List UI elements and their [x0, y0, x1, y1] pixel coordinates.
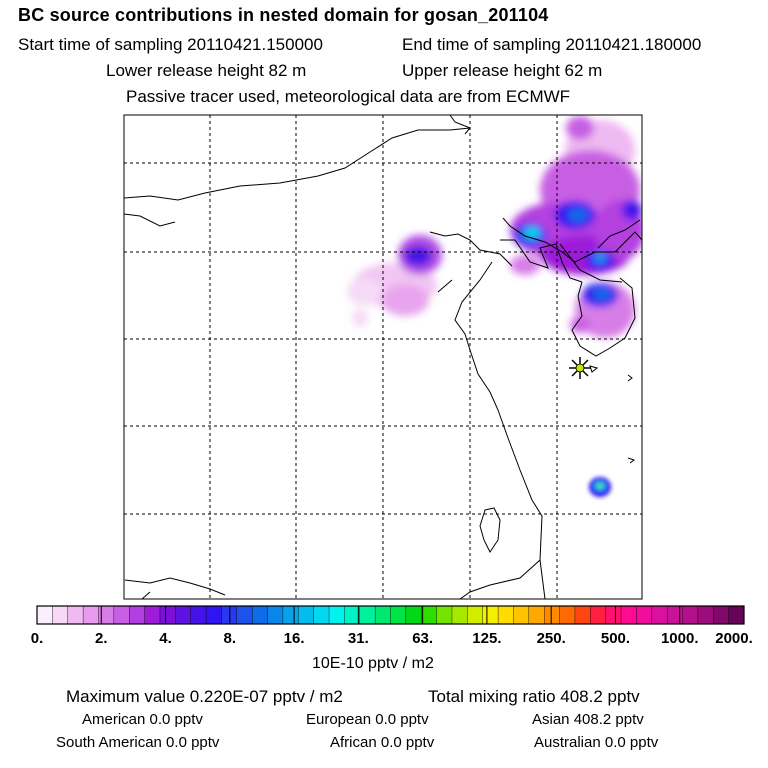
colorbar-cells: [36, 605, 745, 625]
colorbar-tick-label: 31.: [347, 630, 369, 647]
colorbar-cell: [513, 605, 530, 625]
colorbar-cell: [82, 605, 99, 625]
colorbar-cell: [390, 605, 407, 625]
upper-release-label: Upper release height 62 m: [402, 61, 603, 80]
colorbar-cell: [67, 605, 84, 625]
colorbar-tick-label: 2.: [95, 630, 108, 647]
south-american-contribution: South American 0.0 pptv: [56, 734, 220, 751]
colorbar-cell: [113, 605, 130, 625]
colorbar-tick-label: 1000.: [660, 630, 699, 647]
colorbar-cell: [682, 605, 699, 625]
colorbar-cell: [421, 605, 438, 625]
colorbar-tick-label: 8.: [223, 630, 237, 647]
colorbar-cell: [221, 605, 238, 625]
coastlines: [124, 115, 641, 599]
colorbar-cell: [544, 605, 561, 625]
asian-contribution: Asian 408.2 pptv: [532, 711, 644, 728]
colorbar-cell: [728, 605, 745, 625]
colorbar-tick-label: 2000.: [715, 630, 753, 647]
colorbar-cell: [436, 605, 453, 625]
colorbar-cell: [236, 605, 253, 625]
colorbar-cell: [251, 605, 269, 625]
colorbar-cell: [713, 605, 730, 625]
colorbar-cell: [651, 605, 668, 625]
colorbar-cell: [620, 605, 637, 625]
colorbar-cell: [52, 605, 69, 625]
colorbar-tick-label: 63.: [412, 630, 434, 647]
map-title: BC source contributions in nested domain…: [18, 5, 549, 25]
colorbar-unit: 10E-10 pptv / m2: [312, 655, 434, 672]
american-contribution: American 0.0 pptv: [82, 711, 203, 728]
colorbar-cell: [605, 605, 622, 625]
gridlines: [124, 115, 642, 599]
colorbar-cell: [144, 605, 161, 625]
colorbar-cell: [482, 605, 499, 625]
colorbar-cell: [359, 605, 376, 625]
colorbar-cell: [267, 605, 284, 625]
colorbar-cell: [298, 605, 315, 625]
colorbar-cell: [574, 605, 591, 625]
colorbar-cell: [697, 605, 714, 625]
colorbar-cell: [190, 605, 207, 625]
colorbar-cell: [328, 605, 345, 625]
colorbar-cell: [559, 605, 576, 625]
colorbar-cell: [405, 605, 422, 625]
colorbar-cell: [590, 605, 607, 625]
colorbar-cell: [129, 605, 146, 625]
australian-contribution: Australian 0.0 pptv: [534, 734, 659, 751]
colorbar-cell: [636, 605, 653, 625]
colorbar-tick-label: 16.: [283, 630, 305, 647]
european-contribution: European 0.0 pptv: [306, 711, 429, 728]
colorbar-tick-label: 500.: [600, 630, 631, 647]
colorbar-tick-label: 4.: [159, 630, 172, 647]
plume-northern-china: [347, 235, 442, 327]
tracer-note: Passive tracer used, meteorological data…: [126, 87, 571, 106]
colorbar-cell: [175, 605, 192, 625]
colorbar-cell: [159, 605, 176, 625]
colorbar-cell: [36, 605, 53, 625]
colorbar-frame: [36, 605, 745, 625]
total-mixing-ratio: Total mixing ratio 408.2 pptv: [428, 687, 640, 706]
colorbar-cell: [451, 605, 468, 625]
colorbar-tick-label: 250.: [536, 630, 566, 647]
plume-northeast-china: [510, 116, 642, 275]
lower-release-label: Lower release height 82 m: [106, 61, 307, 80]
colorbar-cell: [205, 605, 222, 625]
colorbar-cell: [282, 605, 299, 625]
receptor-star-icon: [569, 357, 591, 379]
country-borders: [502, 217, 642, 283]
colorbar-tick-label: 0.: [30, 630, 44, 647]
colorbar-cell: [344, 605, 361, 625]
start-time-label: Start time of sampling 20110421.150000: [18, 35, 323, 54]
colorbar-cell: [497, 605, 514, 625]
plume-jeju: [589, 477, 611, 497]
colorbar-cell: [374, 605, 392, 625]
plume-korea: [570, 282, 635, 338]
colorbar-cell: [666, 605, 684, 625]
colorbar-tick-label: 125.: [472, 630, 502, 647]
end-time-label: End time of sampling 20110421.180000: [402, 35, 702, 54]
colorbar-cell: [528, 605, 545, 625]
maximum-value: Maximum value 0.220E-07 pptv / m2: [66, 687, 343, 706]
map-frame: [123, 114, 643, 600]
colorbar-cell: [313, 605, 330, 625]
colorbar-cell: [467, 605, 484, 625]
african-contribution: African 0.0 pptv: [330, 734, 435, 751]
